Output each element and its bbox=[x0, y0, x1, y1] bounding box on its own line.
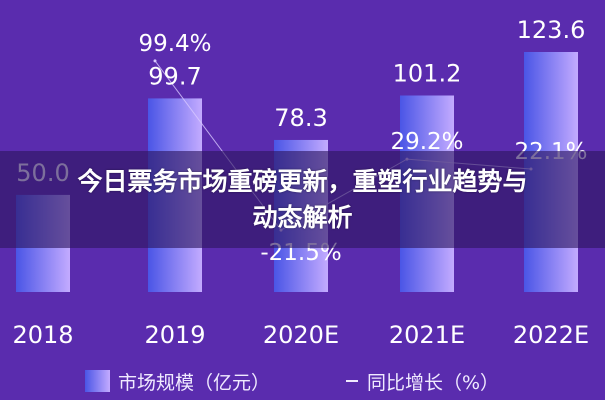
bar-value-label: 123.6 bbox=[517, 16, 586, 44]
headline: 今日票务市场重磅更新，重塑行业趋势与动态解析 bbox=[77, 166, 528, 232]
growth-point bbox=[153, 59, 157, 63]
legend-label-line: 同比增长（%） bbox=[367, 372, 499, 394]
growth-value-label: 99.4% bbox=[138, 31, 211, 57]
x-tick-label: 2019 bbox=[144, 321, 205, 349]
legend-swatch-bar bbox=[85, 370, 110, 392]
x-tick-label: 2020E bbox=[263, 321, 339, 349]
bar-value-label: 101.2 bbox=[393, 59, 462, 87]
x-tick-label: 2018 bbox=[12, 321, 73, 349]
headline-banner: 今日票务市场重磅更新，重塑行业趋势与动态解析 bbox=[0, 151, 605, 248]
growth-value-label: 29.2% bbox=[390, 129, 463, 155]
legend-label-bar: 市场规模（亿元） bbox=[118, 372, 270, 394]
x-tick-label: 2022E bbox=[513, 321, 589, 349]
x-tick-label: 2021E bbox=[389, 321, 465, 349]
bar-value-label: 78.3 bbox=[274, 104, 327, 132]
bar-value-label: 99.7 bbox=[148, 62, 201, 90]
